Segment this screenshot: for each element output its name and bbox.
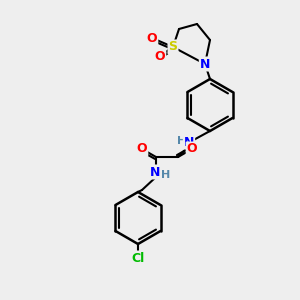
Text: O: O: [137, 142, 147, 155]
Text: N: N: [150, 166, 160, 178]
Text: H: H: [161, 170, 171, 180]
Text: O: O: [187, 142, 197, 155]
Text: S: S: [169, 40, 178, 53]
Text: H: H: [177, 136, 187, 146]
Text: N: N: [200, 58, 210, 70]
Text: O: O: [155, 50, 165, 62]
Text: Cl: Cl: [131, 251, 145, 265]
Text: O: O: [147, 32, 157, 44]
Text: N: N: [184, 136, 194, 148]
